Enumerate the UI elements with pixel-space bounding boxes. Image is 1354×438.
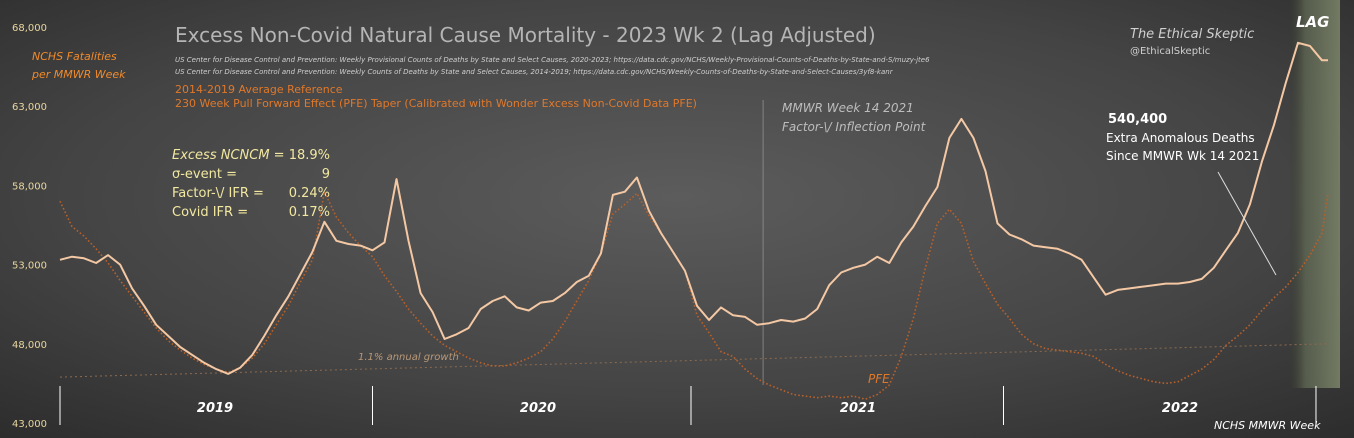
legend-pfe-taper: 230 Week Pull Forward Effect (PFE) Taper…: [175, 97, 697, 110]
extra-deaths-value: 540,400: [1108, 112, 1167, 127]
y-tick-label-58000: 58,000: [12, 181, 47, 192]
y-axis-label-line-1: NCHS Fatalities: [32, 50, 117, 63]
extra-deaths-line-2: Since MMWR Wk 14 2021: [1106, 149, 1259, 163]
year-dividers: [59, 386, 1317, 425]
year-label-2021: 2021: [840, 401, 876, 416]
pfe-label: PFE: [868, 372, 890, 386]
inflection-note-line-2: Factor-\/ Inflection Point: [782, 120, 927, 134]
y-tick-label-68000: 68,000: [12, 23, 47, 34]
stat-label-sigma: σ-event =: [172, 167, 237, 182]
lag-label: LAG: [1296, 13, 1329, 31]
source-line-1: US Center for Disease Control and Preven…: [175, 56, 930, 64]
brand-handle: @EthicalSkeptic: [1130, 46, 1210, 57]
y-tick-label-63000: 63,000: [12, 102, 47, 113]
stat-value-excess: 18.9%: [289, 148, 330, 163]
extra-deaths-pointer: [1217, 171, 1277, 276]
series-layer: [59, 41, 1329, 401]
source-line-2: US Center for Disease Control and Preven…: [175, 68, 894, 76]
legend-average-reference: 2014-2019 Average Reference: [175, 83, 343, 96]
series-line-pfe: [59, 190, 1329, 401]
brand-name: The Ethical Skeptic: [1130, 27, 1254, 42]
lag-region: [1290, 0, 1340, 388]
y-axis-label-line-2: per MMWR Week: [31, 68, 126, 81]
stat-value-covid-ifr: 0.17%: [289, 205, 330, 220]
year-label-2019: 2019: [197, 401, 233, 416]
inflection-note-line-1: MMWR Week 14 2021: [782, 101, 914, 115]
y-axis-ticks: 68,000 63,000 58,000 53,000 48,000 43,000: [12, 23, 47, 430]
series-line-ncncm: [59, 41, 1328, 375]
y-tick-label-53000: 53,000: [12, 261, 47, 272]
stat-value-factor-ifr: 0.24%: [289, 186, 330, 201]
year-label-2020: 2020: [520, 401, 556, 416]
series-line-1-1-annual-growth: [59, 343, 1329, 378]
stat-label-covid-ifr: Covid IFR =: [172, 205, 248, 220]
stat-label-factor-ifr: Factor-\/ IFR =: [172, 186, 264, 201]
stat-value-sigma: 9: [322, 167, 330, 182]
y-tick-label-43000: 43,000: [12, 419, 47, 430]
stat-label-excess: Excess NCNCM =: [172, 148, 285, 163]
stats-block: Excess NCNCM = 18.9% σ-event = 9 Factor-…: [172, 148, 330, 220]
y-tick-label-48000: 48,000: [12, 340, 47, 351]
extra-deaths-line-1: Extra Anomalous Deaths: [1106, 131, 1255, 145]
x-axis-label: NCHS MMWR Week: [1214, 419, 1321, 432]
growth-label: 1.1% annual growth: [358, 352, 459, 363]
year-label-2022: 2022: [1162, 401, 1198, 416]
chart-title: Excess Non-Covid Natural Cause Mortality…: [175, 23, 876, 47]
